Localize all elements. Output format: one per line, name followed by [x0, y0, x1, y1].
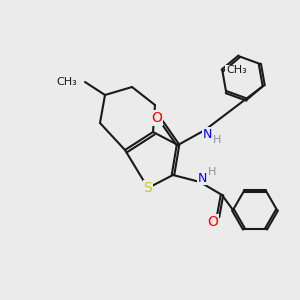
- Text: N: N: [197, 172, 207, 184]
- Text: H: H: [208, 167, 216, 177]
- Text: O: O: [152, 111, 162, 125]
- Text: CH₃: CH₃: [56, 77, 77, 87]
- Text: O: O: [208, 215, 218, 229]
- Text: H: H: [213, 135, 221, 145]
- Text: N: N: [202, 128, 212, 140]
- Text: S: S: [144, 181, 152, 195]
- Text: CH₃: CH₃: [226, 65, 247, 76]
